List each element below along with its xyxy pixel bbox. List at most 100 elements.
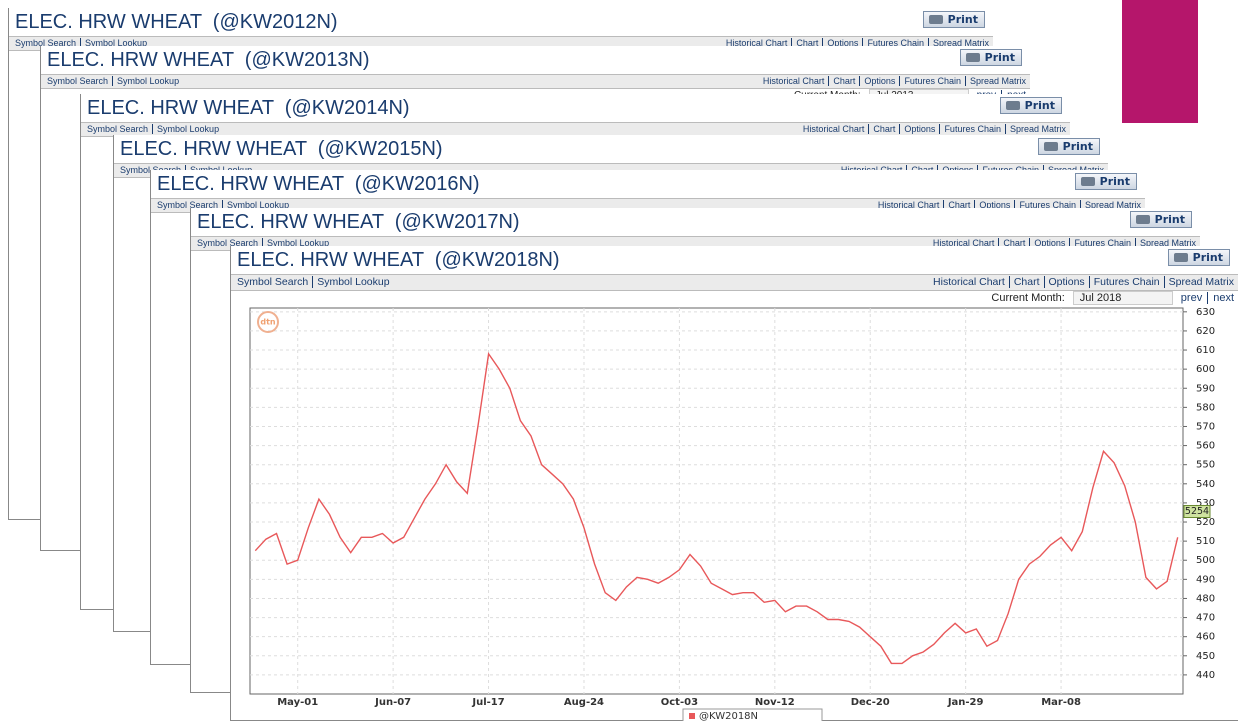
- legend-label: @KW2018N: [699, 711, 758, 721]
- y-tick-label: 460: [1196, 632, 1215, 643]
- y-tick-label: 520: [1196, 517, 1215, 528]
- nav-link[interactable]: Symbol Search: [237, 276, 309, 288]
- menu-link[interactable]: Historical Chart: [877, 200, 940, 210]
- window-title: ELEC. HRW WHEAT (@KW2013N): [47, 49, 370, 71]
- menu-link[interactable]: Futures Chain: [899, 76, 961, 86]
- nav-link[interactable]: Symbol Search: [87, 124, 149, 134]
- watermark-ring: [257, 311, 279, 333]
- menu-link[interactable]: Futures Chain: [1069, 238, 1131, 248]
- y-tick-label: 600: [1196, 364, 1215, 375]
- last-price-label: 5254: [1185, 506, 1209, 517]
- month-dropdown[interactable]: Jul 2018: [1072, 291, 1173, 305]
- next-link[interactable]: next: [1207, 292, 1234, 304]
- print-button[interactable]: Print: [1037, 138, 1100, 155]
- y-tick-label: 610: [1196, 345, 1215, 356]
- nav-link[interactable]: Symbol Search: [47, 76, 109, 86]
- menu-link[interactable]: Spread Matrix: [1004, 124, 1066, 134]
- menu-link[interactable]: Futures Chain: [1088, 276, 1160, 288]
- legend-box: [682, 708, 823, 721]
- nav-link[interactable]: Symbol Lookup: [112, 76, 180, 86]
- menu-link[interactable]: Spread Matrix: [1163, 276, 1234, 288]
- menu-link[interactable]: Futures Chain: [862, 38, 924, 48]
- nav-link[interactable]: Symbol Search: [157, 200, 219, 210]
- x-tick-label: Mar-08: [1041, 697, 1081, 708]
- y-tick-label: 470: [1196, 613, 1215, 624]
- month-value: Jul 2018: [1079, 292, 1122, 304]
- x-tick-label: May-01: [277, 697, 318, 708]
- nav-link[interactable]: Symbol Lookup: [312, 276, 390, 288]
- menu-link[interactable]: Options: [1029, 238, 1066, 248]
- print-button[interactable]: Print: [1129, 211, 1192, 228]
- y-tick-label: 620: [1196, 326, 1215, 337]
- menu-link[interactable]: Options: [1043, 276, 1085, 288]
- menu-link[interactable]: Chart: [828, 76, 856, 86]
- nav-link[interactable]: Symbol Lookup: [80, 38, 148, 48]
- y-tick-label: 450: [1196, 651, 1215, 662]
- y-tick-label: 500: [1196, 555, 1215, 566]
- window-title: ELEC. HRW WHEAT (@KW2016N): [157, 173, 480, 195]
- menu-link[interactable]: Chart: [791, 38, 819, 48]
- menu-link[interactable]: Chart: [1008, 276, 1040, 288]
- x-tick-label: Jan-29: [947, 697, 984, 708]
- menu-link[interactable]: Options: [822, 38, 859, 48]
- menu-link[interactable]: Historical Chart: [933, 276, 1005, 288]
- current-month: Current Month: Jul 2018 prev next: [991, 291, 1234, 305]
- y-tick-label: 540: [1196, 479, 1215, 490]
- menu-link[interactable]: Options: [974, 200, 1011, 210]
- y-tick-label: 580: [1196, 402, 1215, 413]
- menu-link[interactable]: Historical Chart: [802, 124, 865, 134]
- y-tick-label: 530: [1196, 498, 1215, 509]
- menu-link[interactable]: Historical Chart: [932, 238, 995, 248]
- menu-link[interactable]: Spread Matrix: [927, 38, 989, 48]
- menu-link[interactable]: Spread Matrix: [1079, 200, 1141, 210]
- y-tick-label: 590: [1196, 383, 1215, 394]
- nav-link[interactable]: Symbol Search: [15, 38, 77, 48]
- y-tick-label: 630: [1196, 307, 1215, 318]
- nav-link[interactable]: Symbol Lookup: [222, 200, 290, 210]
- print-button[interactable]: Print: [959, 49, 1022, 66]
- menu-link[interactable]: Chart: [943, 200, 971, 210]
- menu-link[interactable]: Chart: [868, 124, 896, 134]
- legend-swatch: [689, 713, 695, 719]
- print-button[interactable]: Print: [1167, 249, 1230, 266]
- plot-area: [249, 307, 1184, 695]
- print-button[interactable]: Print: [922, 11, 985, 28]
- nav-link[interactable]: Symbol Lookup: [262, 238, 330, 248]
- y-tick-label: 490: [1196, 574, 1215, 585]
- menu-link[interactable]: Futures Chain: [939, 124, 1001, 134]
- menu-link[interactable]: Futures Chain: [1014, 200, 1076, 210]
- x-tick-label: Aug-24: [564, 697, 604, 708]
- print-button[interactable]: Print: [1074, 173, 1137, 190]
- menu-link[interactable]: Spread Matrix: [1134, 238, 1196, 248]
- menu-link[interactable]: Historical Chart: [762, 76, 825, 86]
- window-title: ELEC. HRW WHEAT (@KW2017N): [197, 211, 520, 233]
- x-tick-label: Nov-12: [755, 697, 795, 708]
- x-tick-label: Jun-07: [374, 697, 411, 708]
- menu-link[interactable]: Spread Matrix: [964, 76, 1026, 86]
- nav-link[interactable]: Symbol Search: [197, 238, 259, 248]
- nav-link[interactable]: Symbol Lookup: [152, 124, 220, 134]
- y-tick-label: 440: [1196, 670, 1215, 681]
- menu-link[interactable]: Historical Chart: [725, 38, 788, 48]
- print-button[interactable]: Print: [999, 97, 1062, 114]
- prev-link[interactable]: prev: [1180, 292, 1203, 304]
- menu-link[interactable]: Chart: [998, 238, 1026, 248]
- menu-link[interactable]: Options: [899, 124, 936, 134]
- watermark-text: dtn: [260, 318, 276, 327]
- accent-block: [1122, 0, 1198, 123]
- window-title: ELEC. HRW WHEAT (@KW2018N): [237, 249, 560, 271]
- menu-link[interactable]: Options: [859, 76, 896, 86]
